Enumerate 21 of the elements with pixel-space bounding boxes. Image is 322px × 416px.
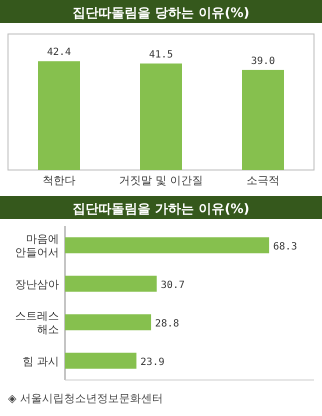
data-label: 28.8 (155, 318, 180, 330)
bar (65, 237, 270, 254)
y-tick-label: 장난삼아 (15, 278, 59, 291)
y-tick-label: 마음에 안들어서 (15, 232, 59, 259)
bar (65, 276, 157, 292)
bar (65, 314, 152, 330)
y-tick-label: 힘 과시 (22, 354, 59, 368)
text: ◈ 서울시립청소년정보문화센터 (8, 392, 163, 405)
y-tick-label: 스트레스 해소 (15, 310, 59, 336)
data-label: 42.4 (46, 47, 72, 58)
x-tick-label: 소극적 (246, 174, 280, 187)
data-label: 39.0 (250, 56, 276, 67)
bar (65, 352, 136, 369)
data-label: 23.9 (140, 356, 165, 368)
x-tick-label: 척한다 (42, 174, 76, 187)
chart-title: 집단따돌림을 가하는 이유(%) (72, 202, 250, 217)
data-label: 30.7 (160, 280, 185, 291)
x-tick-label: 거짓말 및 이간질 (119, 174, 203, 187)
chart-title: 집단따돌림을 당하는 이유(%) (72, 6, 250, 21)
data-label: 41.5 (148, 50, 174, 61)
data-label: 68.3 (273, 241, 298, 252)
